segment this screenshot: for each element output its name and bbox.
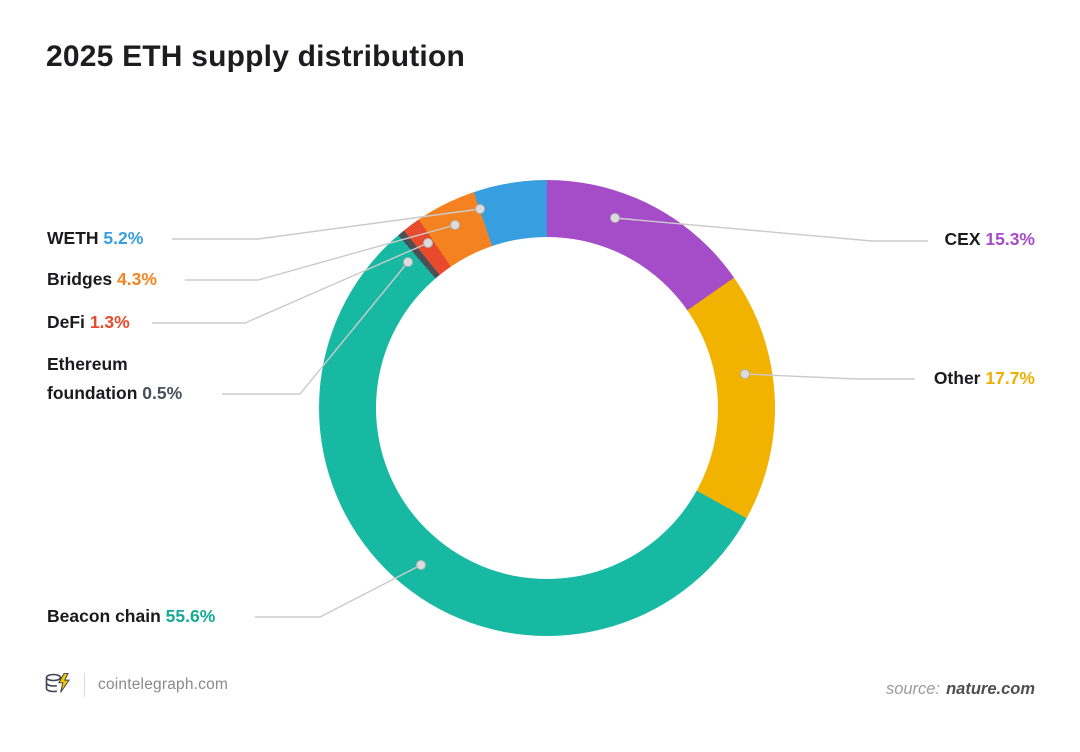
callout-bridges-value: 4.3% <box>117 269 157 289</box>
callout-defi: DeFi 1.3% <box>47 308 130 337</box>
callout-weth-value: 5.2% <box>103 228 144 248</box>
source-attribution: source: nature.com <box>886 680 1035 699</box>
callout-bridges: Bridges 4.3% <box>47 265 157 294</box>
callout-weth: WETH 5.2% <box>47 224 143 253</box>
callout-defi-label: DeFi <box>47 312 85 332</box>
callout-defi-value: 1.3% <box>89 312 130 332</box>
callout-cex-label: CEX <box>944 229 981 249</box>
brand-url: cointelegraph.com <box>98 675 229 693</box>
callout-cex-value: 15.3% <box>985 229 1035 249</box>
callout-foundation: Ethereum foundation 0.5% <box>47 350 202 409</box>
callout-cex: CEX 15.3% <box>945 225 1035 254</box>
callout-weth-label: WETH <box>47 228 99 248</box>
chart-title: 2025 ETH supply distribution <box>46 40 465 73</box>
source-label: source: <box>885 680 941 698</box>
cointelegraph-logo-icon <box>45 673 70 693</box>
callout-beacon-chain-label: Beacon chain <box>47 606 161 626</box>
callout-other-value: 17.7% <box>985 368 1035 388</box>
callout-other-label: Other <box>933 368 981 388</box>
callout-bridges-label: Bridges <box>47 269 113 289</box>
callout-foundation-value: 0.5% <box>142 383 183 404</box>
callout-other: Other 17.7% <box>934 364 1035 393</box>
callout-beacon-chain: Beacon chain 55.6% <box>47 602 215 631</box>
footer-divider <box>84 672 85 697</box>
callout-foundation-label: Ethereum foundation <box>47 354 138 404</box>
callout-beacon-chain-value: 55.6% <box>165 606 216 626</box>
donut-chart <box>319 180 775 636</box>
source-url: nature.com <box>946 680 1035 698</box>
footer-brand: cointelegraph.com <box>44 672 228 697</box>
